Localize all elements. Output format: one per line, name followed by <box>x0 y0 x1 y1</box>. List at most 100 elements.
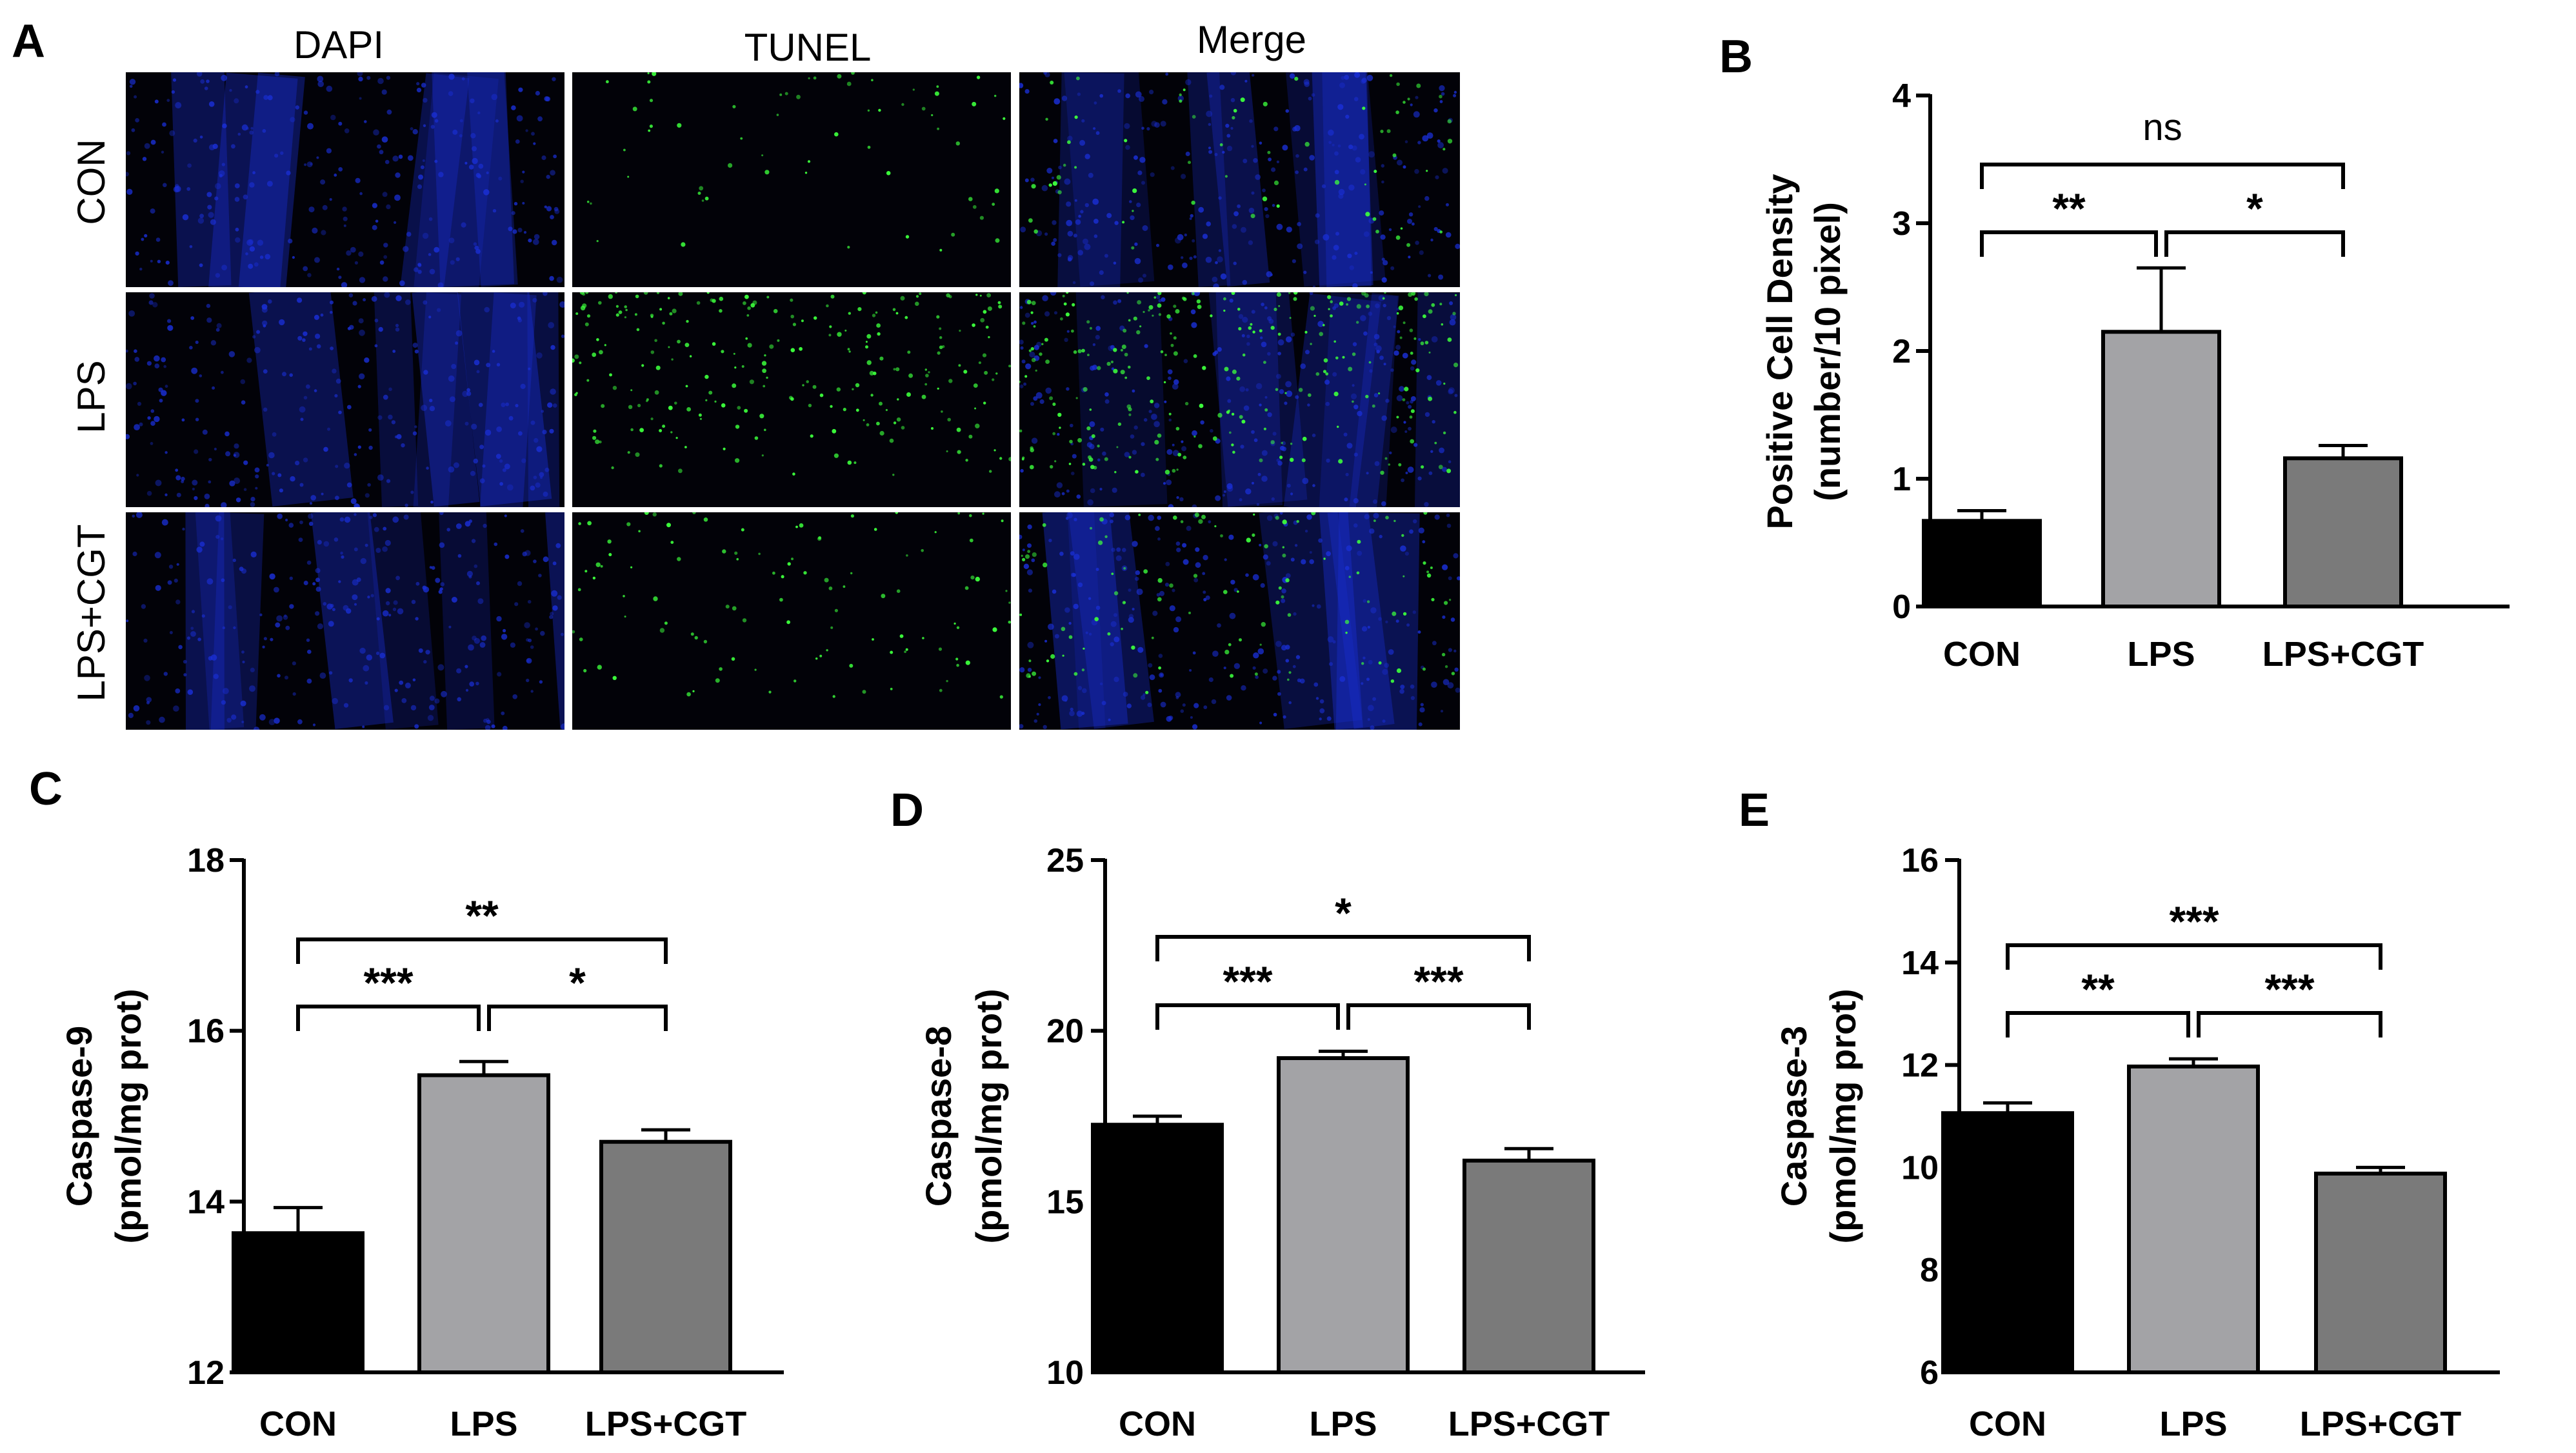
y-axis-title: Positive Cell Density <box>1759 174 1800 530</box>
y-axis-title: Caspase-3 <box>1773 1026 1814 1207</box>
panel-letter-b: B <box>1719 31 1753 83</box>
significance-label: ** <box>2081 965 2115 1013</box>
significance-label: ** <box>2052 185 2086 232</box>
category-label: CON <box>1969 1405 2046 1443</box>
y-tick-label: 16 <box>187 1013 225 1050</box>
micrograph-dapi-lps-cgt <box>126 512 564 730</box>
significance-bracket <box>1980 230 2158 257</box>
y-tick-label: 12 <box>187 1354 225 1392</box>
significance-label: *** <box>2264 965 2314 1013</box>
y-tick-label: 8 <box>1920 1252 1939 1289</box>
y-tick-label: 4 <box>1892 77 1911 115</box>
y-tick-label: 14 <box>187 1183 225 1221</box>
bar-lps-cgt <box>2283 456 2403 608</box>
micrograph-merge-lps <box>1019 292 1460 507</box>
bar-lps <box>417 1073 550 1374</box>
category-label: LPS+CGT <box>585 1405 747 1443</box>
chart-b-positive-cell-density: B Positive Cell Density (number/10 pixel) 0… <box>1719 31 2510 674</box>
micrograph-merge-lps-cgt <box>1019 512 1460 730</box>
chart-e-caspase-3: E Caspase-3 (pmol/mg prot) 6 8 10 12 14 16 CON LPS… <box>1739 785 2500 1443</box>
significance-bracket <box>1980 163 2345 189</box>
column-title-merge: Merge <box>1197 18 1306 61</box>
micrograph-dapi-con <box>126 72 564 287</box>
bar-con <box>1922 519 2042 609</box>
micrograph-grid <box>126 72 1460 730</box>
micrograph-dapi-lps <box>126 292 564 507</box>
category-label: CON <box>1119 1405 1196 1443</box>
bar-lps-cgt <box>2314 1171 2447 1374</box>
y-axis-unit: (pmol/mg prot) <box>1822 988 1863 1243</box>
micrograph-merge-con <box>1019 72 1460 287</box>
micrograph-tunel-lps <box>572 292 1011 507</box>
significance-bracket <box>1155 935 1531 961</box>
y-tick-label: 0 <box>1892 588 1911 626</box>
category-label: LPS+CGT <box>2262 635 2424 674</box>
category-label: LPS+CGT <box>1448 1405 1610 1443</box>
significance-label: ** <box>465 892 499 939</box>
y-axis-title: Caspase-8 <box>918 1026 959 1207</box>
y-tick-label: 25 <box>1046 842 1084 879</box>
category-label: LPS <box>1309 1405 1377 1443</box>
significance-label: *** <box>1223 957 1272 1005</box>
significance-bracket <box>487 1005 668 1031</box>
y-tick-label: 10 <box>1046 1354 1084 1392</box>
significance-label: * <box>569 959 586 1007</box>
significance-label: ns <box>2142 106 2182 148</box>
category-label: LPS <box>450 1405 517 1443</box>
significance-bracket <box>1155 1003 1340 1030</box>
bar-lps <box>2127 1064 2260 1375</box>
micrograph-tunel-con <box>572 72 1011 287</box>
bar-con <box>1091 1123 1224 1374</box>
significance-bracket <box>296 937 668 964</box>
significance-bracket <box>1346 1003 1531 1030</box>
panel-a-micrographs: A DAPI TUNEL Merge CON LPS LPS+CGT <box>12 15 1460 730</box>
significance-bracket <box>296 1005 481 1031</box>
significance-label: * <box>1335 889 1352 937</box>
y-tick-label: 10 <box>1901 1149 1939 1187</box>
column-title-tunel: TUNEL <box>744 26 872 69</box>
significance-label: *** <box>363 959 413 1007</box>
category-label: CON <box>259 1405 337 1443</box>
column-title-dapi: DAPI <box>294 23 384 66</box>
significance-label: * <box>2246 185 2263 232</box>
y-axis-unit: (pmol/mg prot) <box>108 988 148 1243</box>
panel-letter-e: E <box>1739 785 1770 836</box>
y-tick-label: 6 <box>1920 1354 1939 1392</box>
bar-con <box>232 1231 364 1374</box>
significance-bracket <box>2006 943 2382 970</box>
bar-lps <box>1277 1056 1410 1374</box>
chart-d-caspase-8: D Caspase-8 (pmol/mg prot) 10 15 20 25 CON LPS LP… <box>890 785 1645 1443</box>
y-tick-label: 20 <box>1046 1013 1084 1050</box>
bar-con <box>1941 1111 2074 1374</box>
significance-bracket <box>2006 1011 2190 1037</box>
panel-letter-d: D <box>890 785 924 836</box>
y-tick-label: 2 <box>1892 333 1911 370</box>
bar-lps <box>2101 330 2221 608</box>
chart-c-caspase-9: C Caspase-9 (pmol/mg prot) 12 14 16 18 CON LPS LP… <box>29 763 784 1443</box>
y-tick-label: 18 <box>187 842 225 879</box>
panel-a-letter: A <box>12 15 45 67</box>
bar-lps-cgt <box>599 1139 732 1374</box>
category-label: LPS <box>2159 1405 2227 1443</box>
y-axis-unit: (number/10 pixel) <box>1807 202 1848 501</box>
y-tick-label: 3 <box>1892 205 1911 243</box>
significance-label: *** <box>2169 897 2219 945</box>
bar-lps-cgt <box>1463 1158 1595 1375</box>
significance-label: *** <box>1413 957 1463 1005</box>
category-label: CON <box>1943 635 2021 674</box>
micrograph-tunel-lps-cgt <box>572 512 1011 730</box>
row-label-lps: LPS <box>70 360 113 433</box>
row-label-con: CON <box>70 139 113 225</box>
category-label: LPS+CGT <box>2300 1405 2462 1443</box>
y-tick-label: 15 <box>1046 1183 1084 1221</box>
row-label-lps-cgt: LPS+CGT <box>70 524 113 701</box>
y-tick-label: 16 <box>1901 842 1939 879</box>
category-label: LPS <box>2127 635 2195 674</box>
significance-bracket <box>2197 1011 2382 1037</box>
y-axis-title: Caspase-9 <box>59 1026 99 1207</box>
y-tick-label: 1 <box>1892 461 1911 498</box>
panel-letter-c: C <box>29 763 63 815</box>
significance-bracket <box>2164 230 2345 257</box>
y-tick-label: 12 <box>1901 1047 1939 1085</box>
